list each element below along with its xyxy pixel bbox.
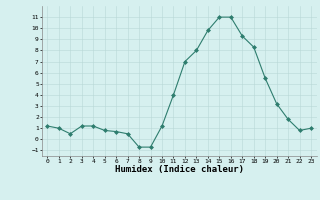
X-axis label: Humidex (Indice chaleur): Humidex (Indice chaleur) <box>115 165 244 174</box>
